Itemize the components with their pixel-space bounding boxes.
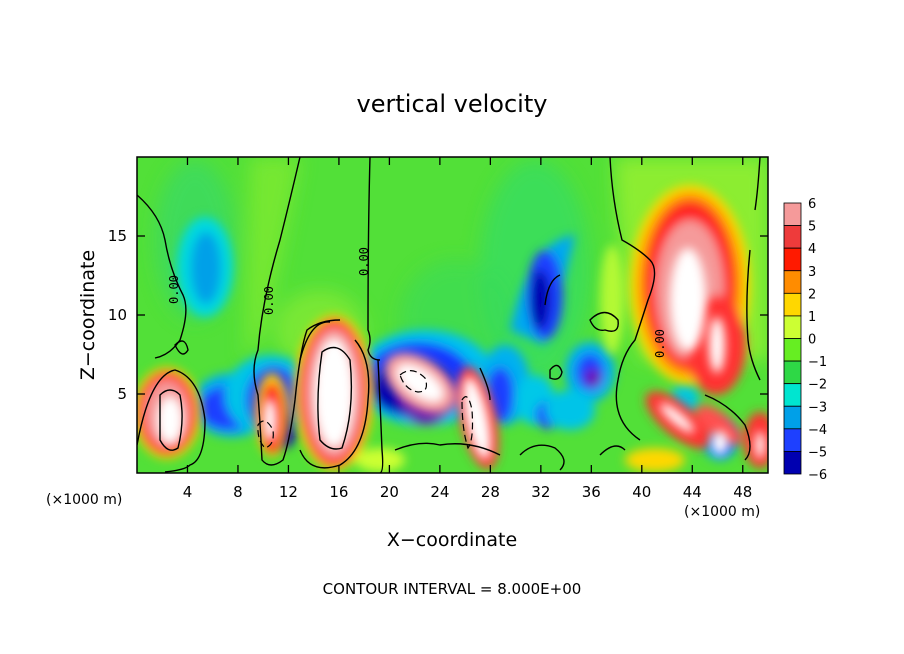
plot-frame [136, 156, 769, 474]
colorbar-label: 3 [808, 265, 816, 280]
y-tick-labels: 5 10 15 [108, 227, 127, 403]
x-tick-labels: 4 8 12 16 20 24 28 32 36 40 44 48 [183, 483, 753, 501]
y-tick-label: 15 [108, 227, 127, 245]
contour-label: 0.00 [167, 275, 181, 304]
x-tick-label: 32 [531, 483, 550, 501]
x-tick-label: 16 [329, 483, 348, 501]
contour-label: 0.00 [357, 247, 371, 276]
colorbar-swatch [783, 428, 802, 452]
x-tick-label: 48 [733, 483, 752, 501]
colorbar-swatch [783, 225, 802, 249]
colorbar-label: 0 [808, 333, 816, 348]
colorbar-swatch [783, 451, 802, 475]
x-tick-label: 12 [279, 483, 298, 501]
colorbar-label: −6 [808, 468, 827, 483]
colorbar-swatch [783, 270, 802, 294]
colorbar-swatch [783, 292, 802, 317]
contour-label: 0.00 [262, 286, 276, 315]
colorbar-swatch [783, 360, 802, 385]
x-tick-label: 40 [632, 483, 651, 501]
x-tick-label: 4 [183, 483, 193, 501]
colorbar-swatch [783, 315, 802, 339]
x-axis-label: X−coordinate [387, 529, 517, 551]
colorbar-swatch [783, 202, 802, 226]
x-unit-left: (×1000 m) [46, 492, 122, 508]
colorbar-label: 5 [808, 220, 816, 235]
zero-contours [137, 157, 761, 473]
y-tick-label: 5 [117, 385, 127, 403]
x-tick-label: 28 [481, 483, 500, 501]
colorbar-label: 1 [808, 310, 816, 325]
x-tick-label: 36 [582, 483, 601, 501]
colorbar-label: 2 [808, 287, 816, 302]
x-tick-label: 44 [683, 483, 702, 501]
contour-labels: 0.00 0.00 0.00 0.00 [167, 247, 667, 358]
y-tick-label: 10 [108, 306, 127, 324]
chart-title: vertical velocity [357, 90, 548, 118]
contour-label: 0.00 [653, 329, 667, 358]
colorbar-label: −1 [808, 355, 827, 370]
plot-area: 0.00 0.00 0.00 0.00 [137, 157, 768, 473]
colorbar-swatch [783, 338, 802, 362]
x-tick-label: 8 [233, 483, 243, 501]
colorbar-swatch [783, 405, 802, 430]
colorbar-label: −3 [808, 400, 827, 415]
colorbar-label: −2 [808, 378, 827, 393]
colorbar [783, 202, 802, 475]
y-axis-label: Z−coordinate [77, 250, 99, 380]
colorbar-swatch [783, 247, 802, 272]
negative-contours [257, 370, 474, 450]
x-unit-right: (×1000 m) [684, 504, 760, 520]
colorbar-labels: 6 5 4 3 2 1 0 −1 −2 −3 −4 −5 −6 [808, 197, 827, 483]
x-tick-label: 20 [380, 483, 399, 501]
contour-interval-note: CONTOUR INTERVAL = 8.000E+00 [323, 580, 582, 598]
colorbar-label: −4 [808, 423, 827, 438]
colorbar-label: 6 [808, 197, 816, 212]
x-tick-label: 24 [430, 483, 449, 501]
colorbar-swatch [783, 383, 802, 407]
colorbar-label: −5 [808, 445, 827, 460]
colorbar-label: 4 [808, 242, 816, 257]
